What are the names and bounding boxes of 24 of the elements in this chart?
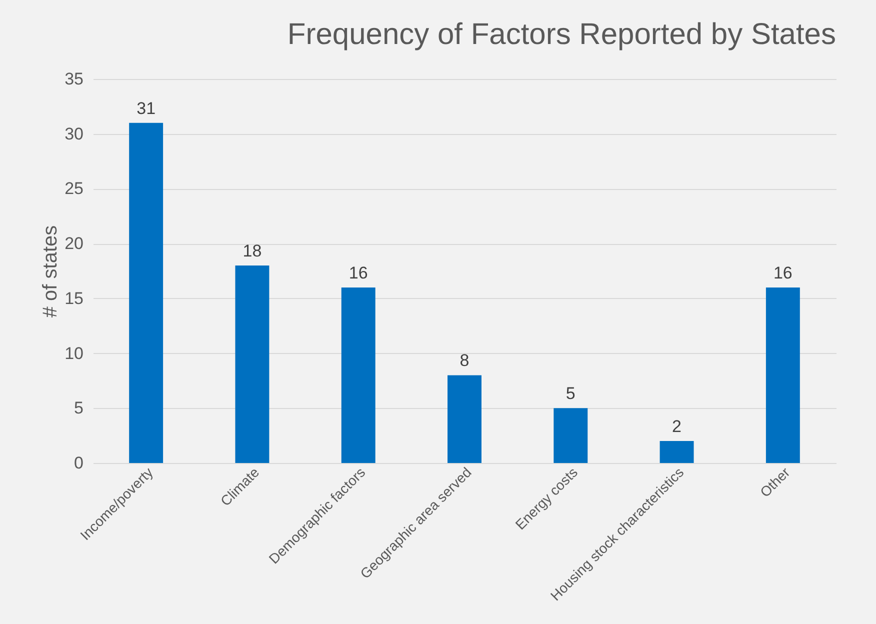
y-axis-title: # of states xyxy=(40,225,62,318)
bar xyxy=(235,266,270,463)
bar xyxy=(448,375,482,463)
y-tick-label: 5 xyxy=(74,398,84,418)
bar xyxy=(341,287,376,463)
bar xyxy=(660,441,694,463)
y-tick-label: 30 xyxy=(64,124,84,144)
bar xyxy=(129,122,164,463)
data-label: 31 xyxy=(136,98,156,118)
chart-title: Frequency of Factors Reported by States xyxy=(287,18,836,51)
data-label: 16 xyxy=(773,263,792,282)
bar xyxy=(766,287,800,463)
y-tick-label: 25 xyxy=(64,179,84,198)
y-tick-label: 0 xyxy=(74,454,84,472)
y-tick-label: 35 xyxy=(64,70,84,88)
y-tick-label: 10 xyxy=(64,344,84,363)
data-label: 16 xyxy=(348,263,368,282)
y-tick-label: 20 xyxy=(64,234,84,254)
bar xyxy=(554,408,588,463)
data-label: 18 xyxy=(242,242,262,261)
y-tick-label: 15 xyxy=(64,288,84,308)
data-label: 2 xyxy=(672,417,682,436)
data-label: 8 xyxy=(460,351,470,370)
data-label: 5 xyxy=(566,384,576,404)
